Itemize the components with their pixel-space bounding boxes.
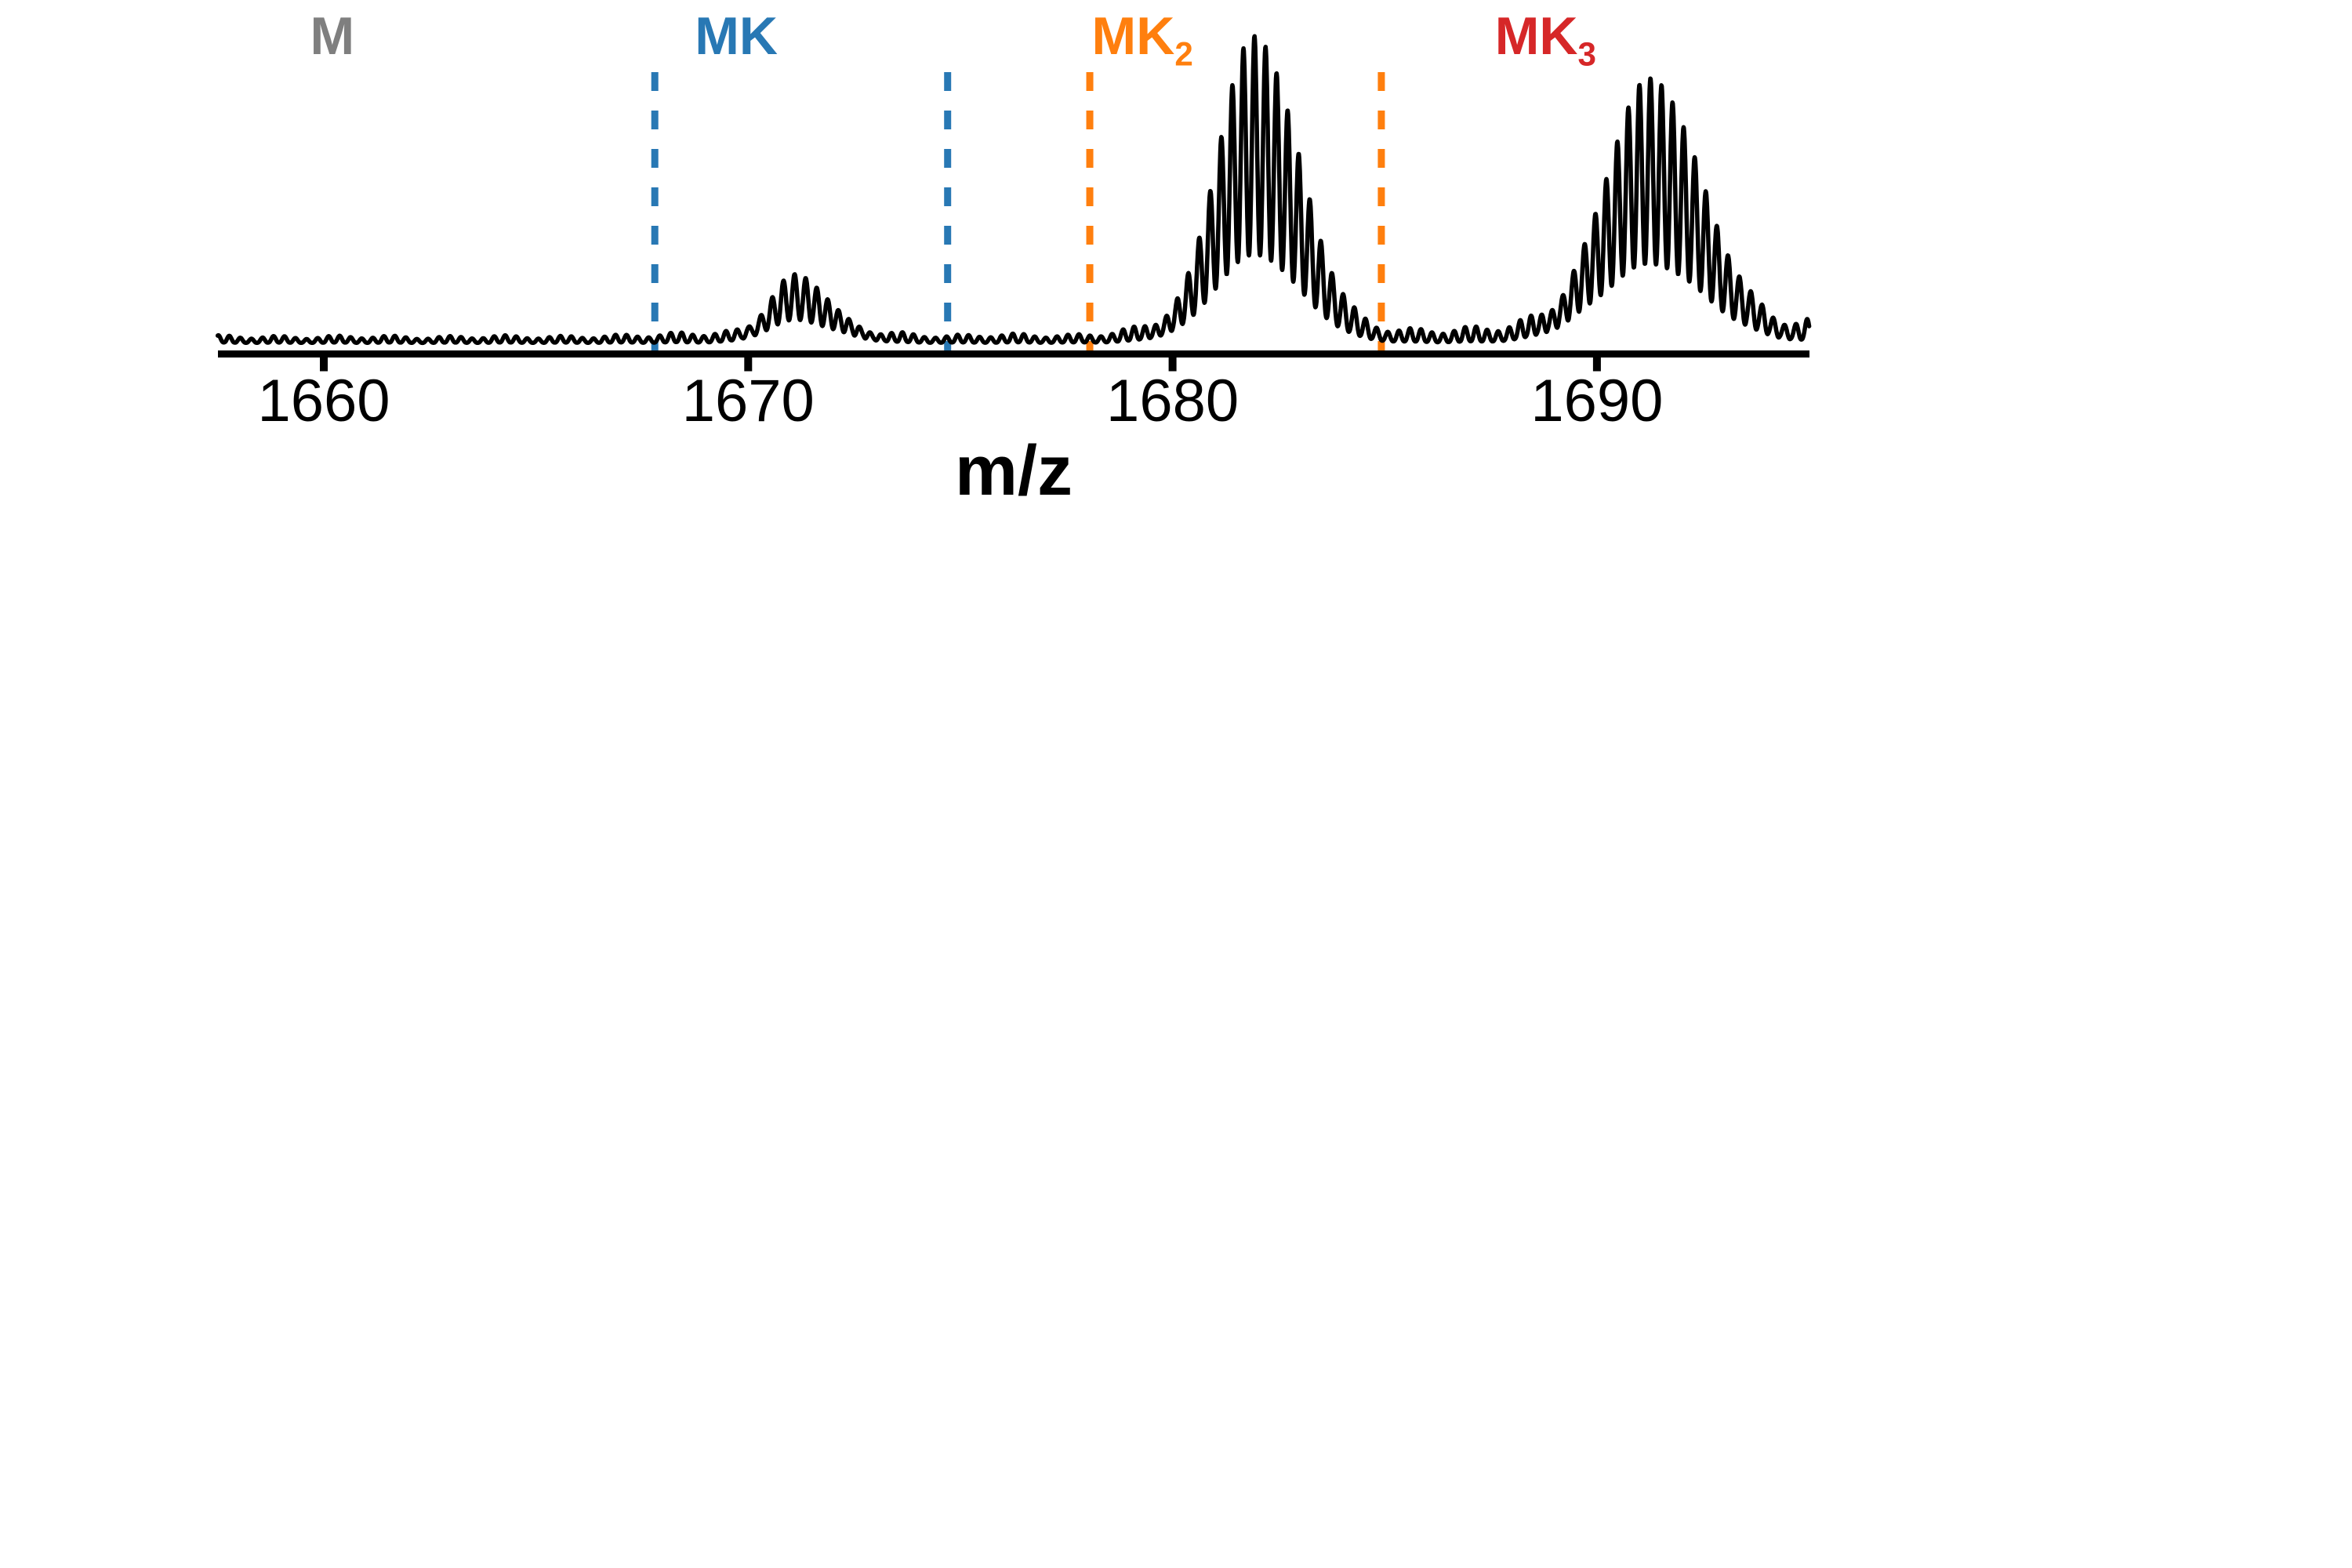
species-label-m: M	[310, 9, 354, 71]
x-tick-label-1690: 1690	[1530, 368, 1664, 434]
species-label-m-text: M	[310, 6, 355, 66]
species-label-mk2-sub: 2	[1174, 35, 1193, 73]
x-tick-label-1680: 1680	[1106, 368, 1240, 434]
species-label-mk2: MK2	[1092, 9, 1193, 71]
species-label-mk-text: MK	[695, 6, 779, 66]
species-label-mk3-sub: 3	[1577, 35, 1596, 73]
x-tick-label-1660: 1660	[257, 368, 390, 434]
species-label-mk3-text: MK	[1494, 6, 1578, 66]
x-tick-label-1670: 1670	[681, 368, 815, 434]
x-axis-title: m/z	[954, 432, 1073, 510]
species-label-mk: MK	[695, 9, 778, 71]
spectrum-trace	[215, 34, 1812, 346]
species-label-mk2-text: MK	[1091, 6, 1175, 66]
species-label-mk3: MK3	[1495, 9, 1596, 71]
